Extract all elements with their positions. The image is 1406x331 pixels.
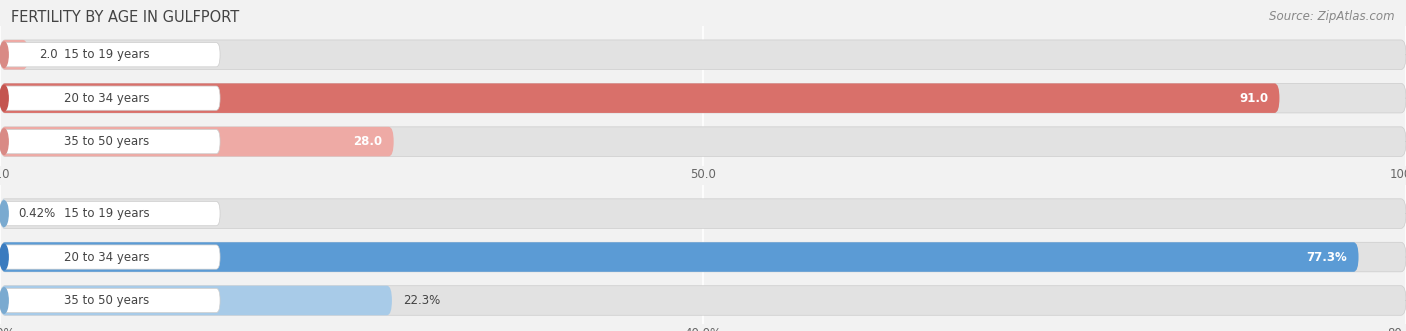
Text: 15 to 19 years: 15 to 19 years <box>63 48 149 61</box>
FancyBboxPatch shape <box>0 83 1406 113</box>
FancyBboxPatch shape <box>3 288 221 312</box>
Text: FERTILITY BY AGE IN GULFPORT: FERTILITY BY AGE IN GULFPORT <box>11 10 239 25</box>
FancyBboxPatch shape <box>0 40 28 70</box>
Text: 2.0: 2.0 <box>39 48 58 61</box>
FancyBboxPatch shape <box>0 242 1406 272</box>
FancyBboxPatch shape <box>3 245 221 269</box>
Text: 35 to 50 years: 35 to 50 years <box>65 294 149 307</box>
Text: 77.3%: 77.3% <box>1306 251 1347 263</box>
Circle shape <box>0 129 8 154</box>
FancyBboxPatch shape <box>0 286 1406 315</box>
FancyBboxPatch shape <box>0 83 1279 113</box>
Circle shape <box>0 85 8 111</box>
Circle shape <box>0 288 8 313</box>
FancyBboxPatch shape <box>0 242 1358 272</box>
Circle shape <box>0 42 8 68</box>
FancyBboxPatch shape <box>0 199 7 228</box>
FancyBboxPatch shape <box>3 202 221 226</box>
Text: 28.0: 28.0 <box>353 135 382 148</box>
Text: 91.0: 91.0 <box>1239 92 1268 105</box>
FancyBboxPatch shape <box>0 286 392 315</box>
Circle shape <box>0 201 8 226</box>
Text: Source: ZipAtlas.com: Source: ZipAtlas.com <box>1270 10 1395 23</box>
FancyBboxPatch shape <box>3 129 221 154</box>
FancyBboxPatch shape <box>0 199 1406 228</box>
FancyBboxPatch shape <box>3 86 221 110</box>
Circle shape <box>0 244 8 270</box>
FancyBboxPatch shape <box>0 127 394 156</box>
Text: 35 to 50 years: 35 to 50 years <box>65 135 149 148</box>
FancyBboxPatch shape <box>3 43 221 67</box>
FancyBboxPatch shape <box>0 40 1406 70</box>
Text: 20 to 34 years: 20 to 34 years <box>63 251 149 263</box>
FancyBboxPatch shape <box>0 127 1406 156</box>
Text: 0.42%: 0.42% <box>18 207 56 220</box>
Text: 15 to 19 years: 15 to 19 years <box>63 207 149 220</box>
Text: 22.3%: 22.3% <box>404 294 440 307</box>
Text: 20 to 34 years: 20 to 34 years <box>63 92 149 105</box>
